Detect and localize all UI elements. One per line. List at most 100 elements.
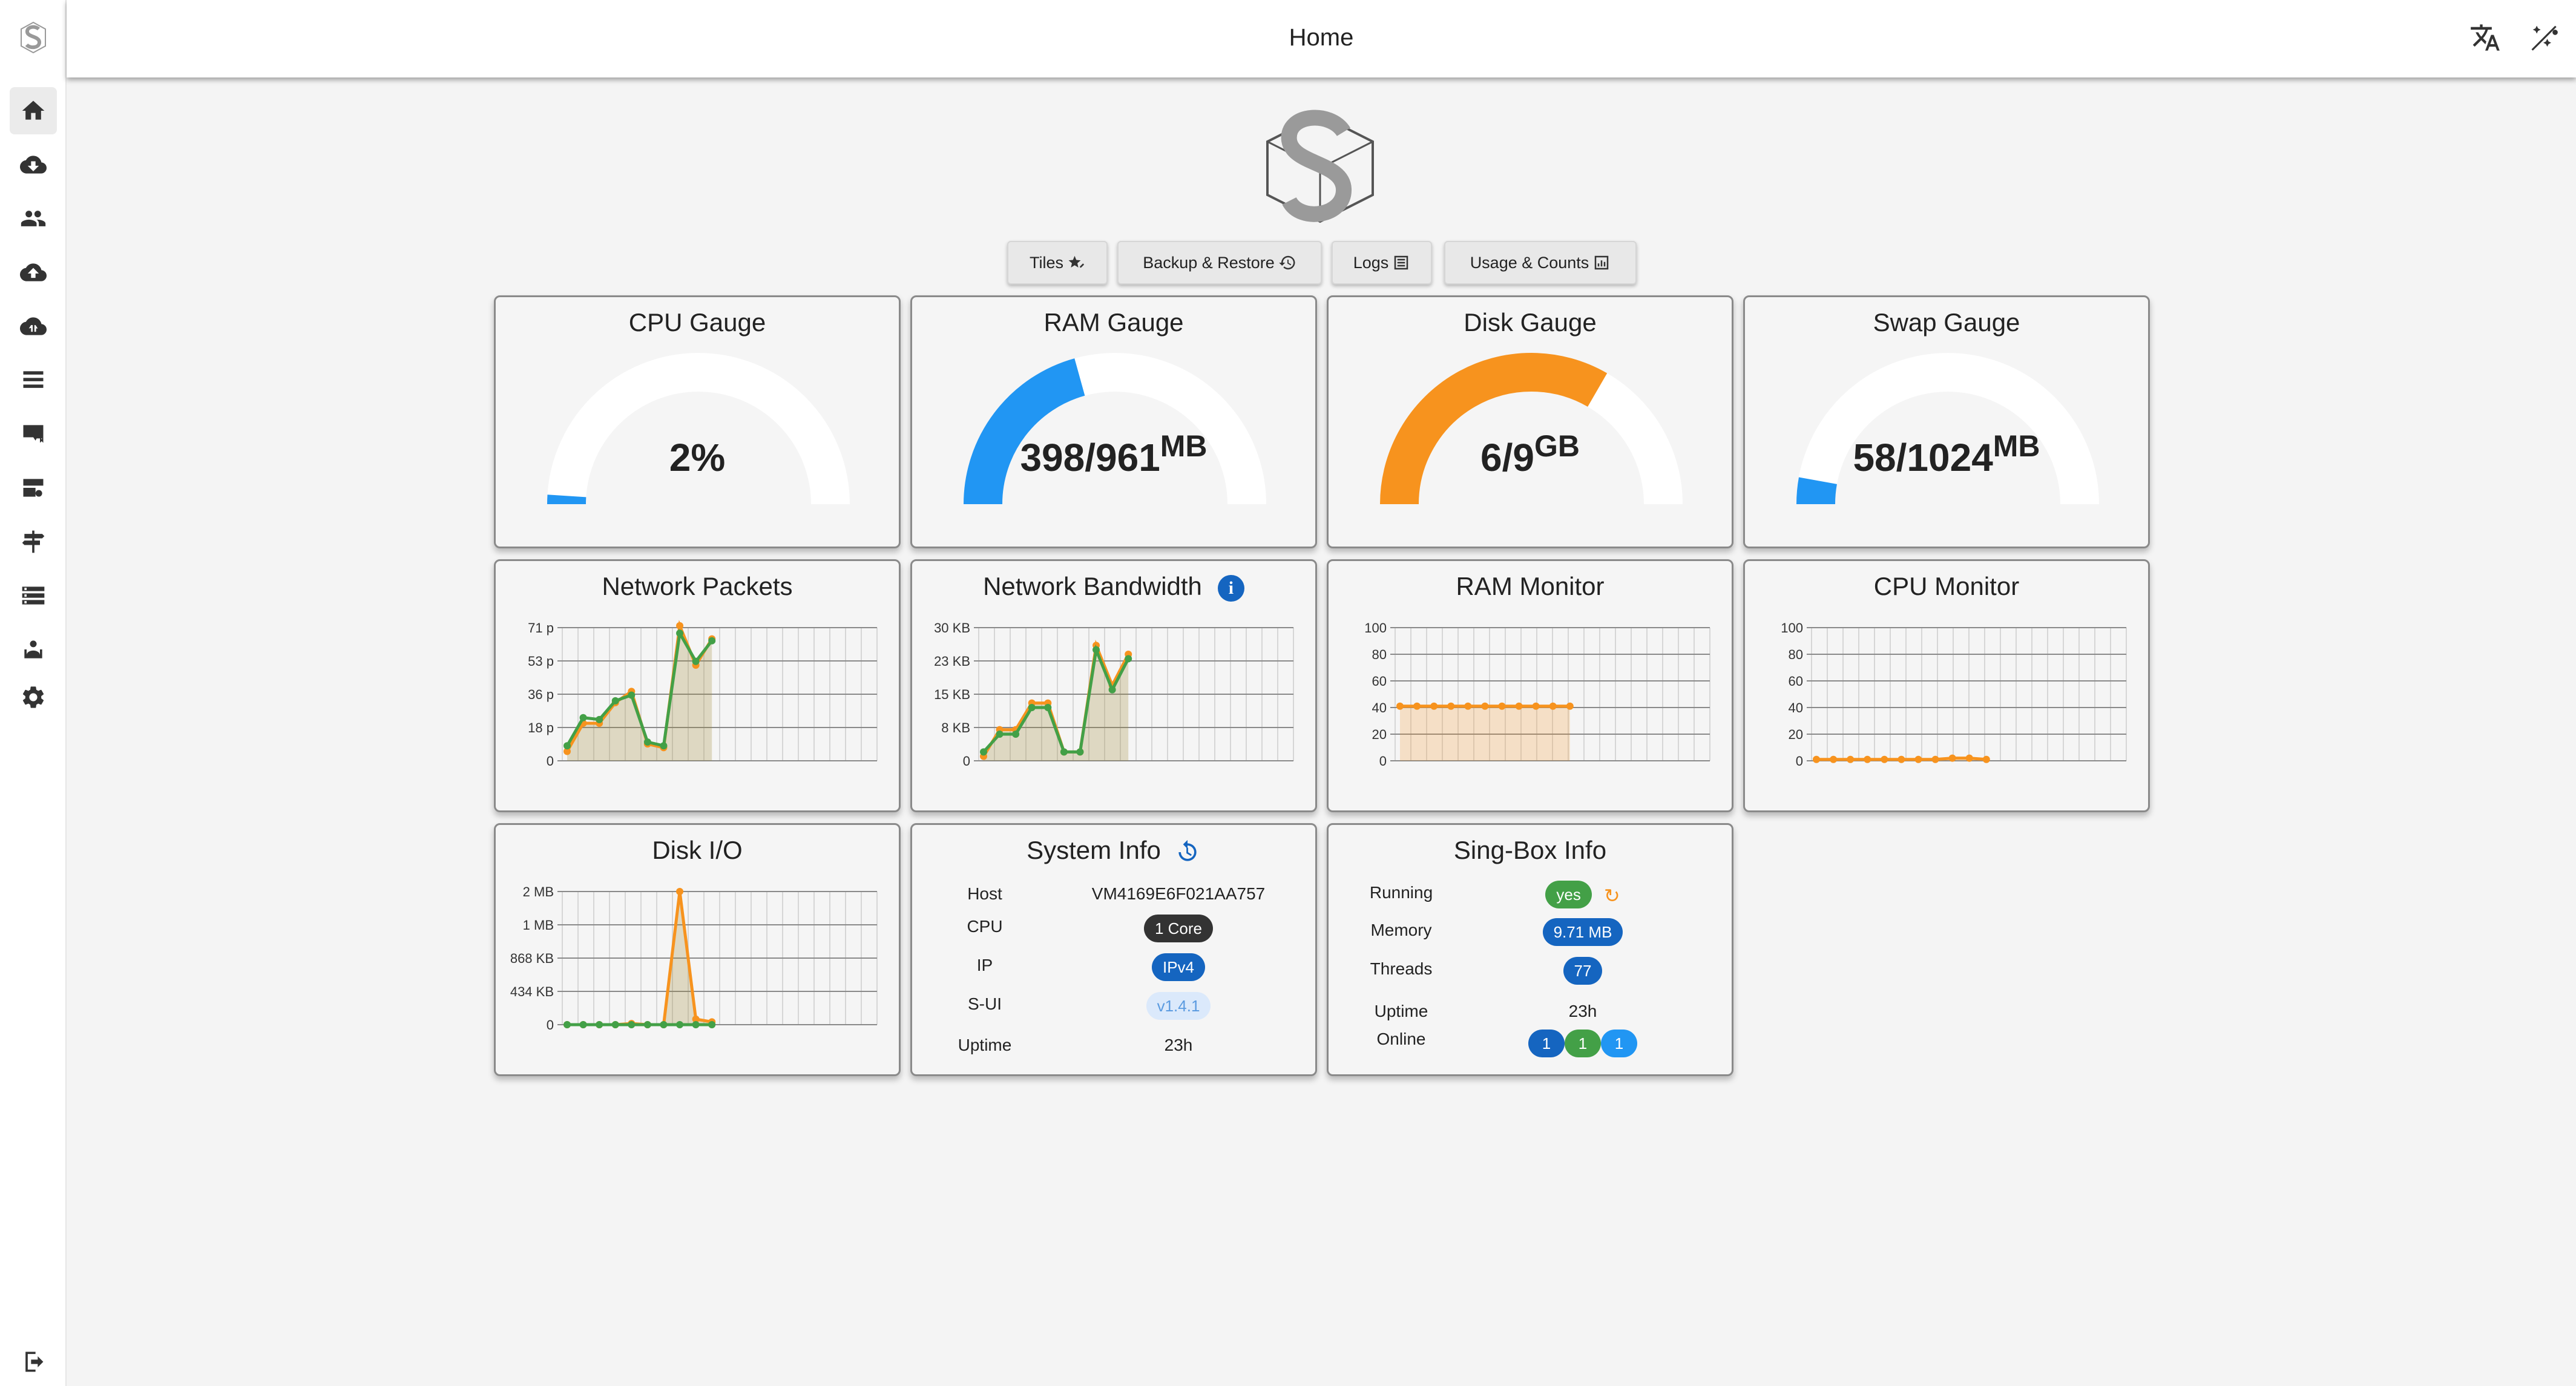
cpu-monitor-card: CPU Monitor 100 80 60 40 20 0 — [1743, 559, 2150, 812]
data-point — [1108, 686, 1116, 694]
card-title: CPU Monitor — [1873, 572, 2020, 600]
ip-row: IP IPv4 — [912, 953, 1315, 987]
tab-usage-counts[interactable]: Usage & Counts — [1444, 241, 1637, 284]
ip-chip[interactable]: IPv4 — [1151, 953, 1206, 981]
cloud-upload-icon — [20, 263, 47, 281]
history-icon — [1279, 255, 1295, 270]
y-tick-label: 100 — [1364, 620, 1387, 636]
card-title: Network Packets — [602, 572, 793, 600]
data-point — [1532, 702, 1540, 710]
data-point — [996, 731, 1004, 738]
y-tick-label: 434 KB — [510, 984, 554, 999]
theme-toggle-button[interactable] — [2528, 22, 2559, 53]
y-tick-label: 40 — [1372, 700, 1387, 715]
card-title: CPU Gauge — [628, 308, 766, 337]
refresh-icon[interactable] — [1174, 839, 1201, 865]
data-point — [692, 1015, 700, 1023]
gauge-value: 398/961MB — [1020, 429, 1208, 479]
y-tick-label: 36 p — [528, 687, 554, 702]
threads-row: Threads 77 — [1329, 957, 1732, 991]
y-tick-label: 53 p — [528, 654, 554, 669]
y-tick-label: 0 — [1796, 754, 1803, 769]
sidebar-item-tls[interactable] — [10, 410, 57, 458]
y-tick-label: 8 KB — [941, 720, 970, 735]
sidebar-item-rules[interactable] — [10, 518, 57, 565]
y-tick-label: 80 — [1789, 647, 1803, 662]
dns-settings-icon — [23, 479, 44, 497]
online-outbounds-chip[interactable]: 1 — [1565, 1030, 1601, 1057]
sidebar-item-outbounds[interactable] — [10, 249, 57, 296]
sidebar — [0, 0, 67, 1386]
y-tick-label: 80 — [1372, 647, 1387, 662]
threads-chip: 77 — [1563, 957, 1603, 985]
y-tick-label: 15 KB — [934, 687, 970, 702]
home-icon — [22, 100, 45, 120]
data-point — [1498, 702, 1506, 710]
data-point — [1515, 702, 1523, 710]
tab-tiles-label: Tiles — [1029, 253, 1063, 272]
app-logo-icon — [21, 21, 46, 54]
series-area — [1400, 706, 1570, 761]
card-title: Disk Gauge — [1464, 308, 1597, 337]
page-title: Home — [1289, 24, 1354, 51]
data-point — [564, 742, 571, 750]
y-tick-label: 20 — [1372, 727, 1387, 742]
data-point — [564, 1021, 571, 1028]
data-point — [1076, 748, 1084, 756]
data-point — [1864, 755, 1871, 763]
y-tick-label: 23 KB — [934, 654, 970, 669]
language-button[interactable] — [2469, 22, 2501, 53]
card-title: System Info — [912, 836, 1315, 865]
swap-gauge-card: Swap Gauge 58/1024MB — [1743, 295, 2150, 548]
host-row: Host VM4169E6F021AA757 — [967, 884, 1266, 903]
data-point — [676, 1021, 684, 1028]
sidebar-item-dns[interactable] — [10, 464, 57, 511]
ram-monitor-card: RAM Monitor 100 80 60 40 20 0 — [1327, 559, 1733, 812]
data-point — [1396, 702, 1404, 710]
signpost-icon — [22, 530, 45, 553]
y-tick-label: 1 MB — [523, 918, 554, 933]
data-point — [1464, 702, 1472, 710]
data-point — [1982, 755, 1990, 763]
online-inbounds-chip[interactable]: 1 — [1528, 1030, 1565, 1057]
data-point — [1060, 748, 1068, 756]
data-point — [1092, 646, 1100, 654]
ram-monitor-chart: 100 80 60 40 20 0 — [1364, 620, 1710, 769]
sidebar-item-settings[interactable] — [10, 674, 57, 721]
gauge — [964, 353, 1266, 505]
sidebar-item-home[interactable] — [10, 87, 57, 134]
tab-logs-label: Logs — [1353, 253, 1389, 272]
tab-logs[interactable]: Logs — [1332, 241, 1432, 284]
certificate-icon — [23, 425, 44, 443]
memory-row: Memory 9.71 MB — [1329, 918, 1732, 952]
gauge-value: 58/1024MB — [1853, 429, 2040, 479]
y-tick-label: 30 KB — [934, 620, 970, 636]
sidebar-item-inbounds[interactable] — [10, 141, 57, 188]
data-point — [1481, 702, 1489, 710]
data-point — [1948, 754, 1956, 762]
cpu-gauge-card: CPU Gauge 2% — [494, 295, 901, 548]
dashboard-tabs: Tiles Backup & Restore Logs Usage & Coun… — [0, 241, 2576, 286]
y-tick-label: 0 — [1379, 754, 1387, 769]
tab-tiles[interactable]: Tiles — [1007, 241, 1108, 284]
y-tick-label: 0 — [547, 1017, 554, 1033]
cpu-chip: 1 Core — [1143, 915, 1214, 942]
y-tick-label: 20 — [1789, 727, 1803, 742]
sidebar-item-basics[interactable] — [10, 572, 57, 619]
uptime-row: Uptime 23h — [1374, 1002, 1597, 1020]
sidebar-item-admins[interactable] — [10, 626, 57, 673]
tab-backup-restore[interactable]: Backup & Restore — [1117, 241, 1322, 284]
gauge — [1796, 353, 2099, 505]
sidebar-item-endpoints[interactable] — [10, 303, 57, 350]
sidebar-item-clients[interactable] — [10, 195, 57, 242]
sidebar-item-services[interactable] — [10, 356, 57, 404]
version-chip[interactable]: v1.4.1 — [1146, 992, 1211, 1020]
logout-button[interactable] — [10, 1338, 57, 1385]
logout-icon — [25, 1352, 44, 1372]
info-icon[interactable]: i — [1217, 574, 1244, 602]
card-title: RAM Monitor — [1456, 572, 1605, 600]
restart-icon[interactable]: ↻ — [1603, 884, 1620, 907]
y-tick-label: 0 — [963, 754, 970, 769]
online-users-chip[interactable]: 1 — [1601, 1030, 1637, 1057]
data-point — [1830, 755, 1838, 763]
